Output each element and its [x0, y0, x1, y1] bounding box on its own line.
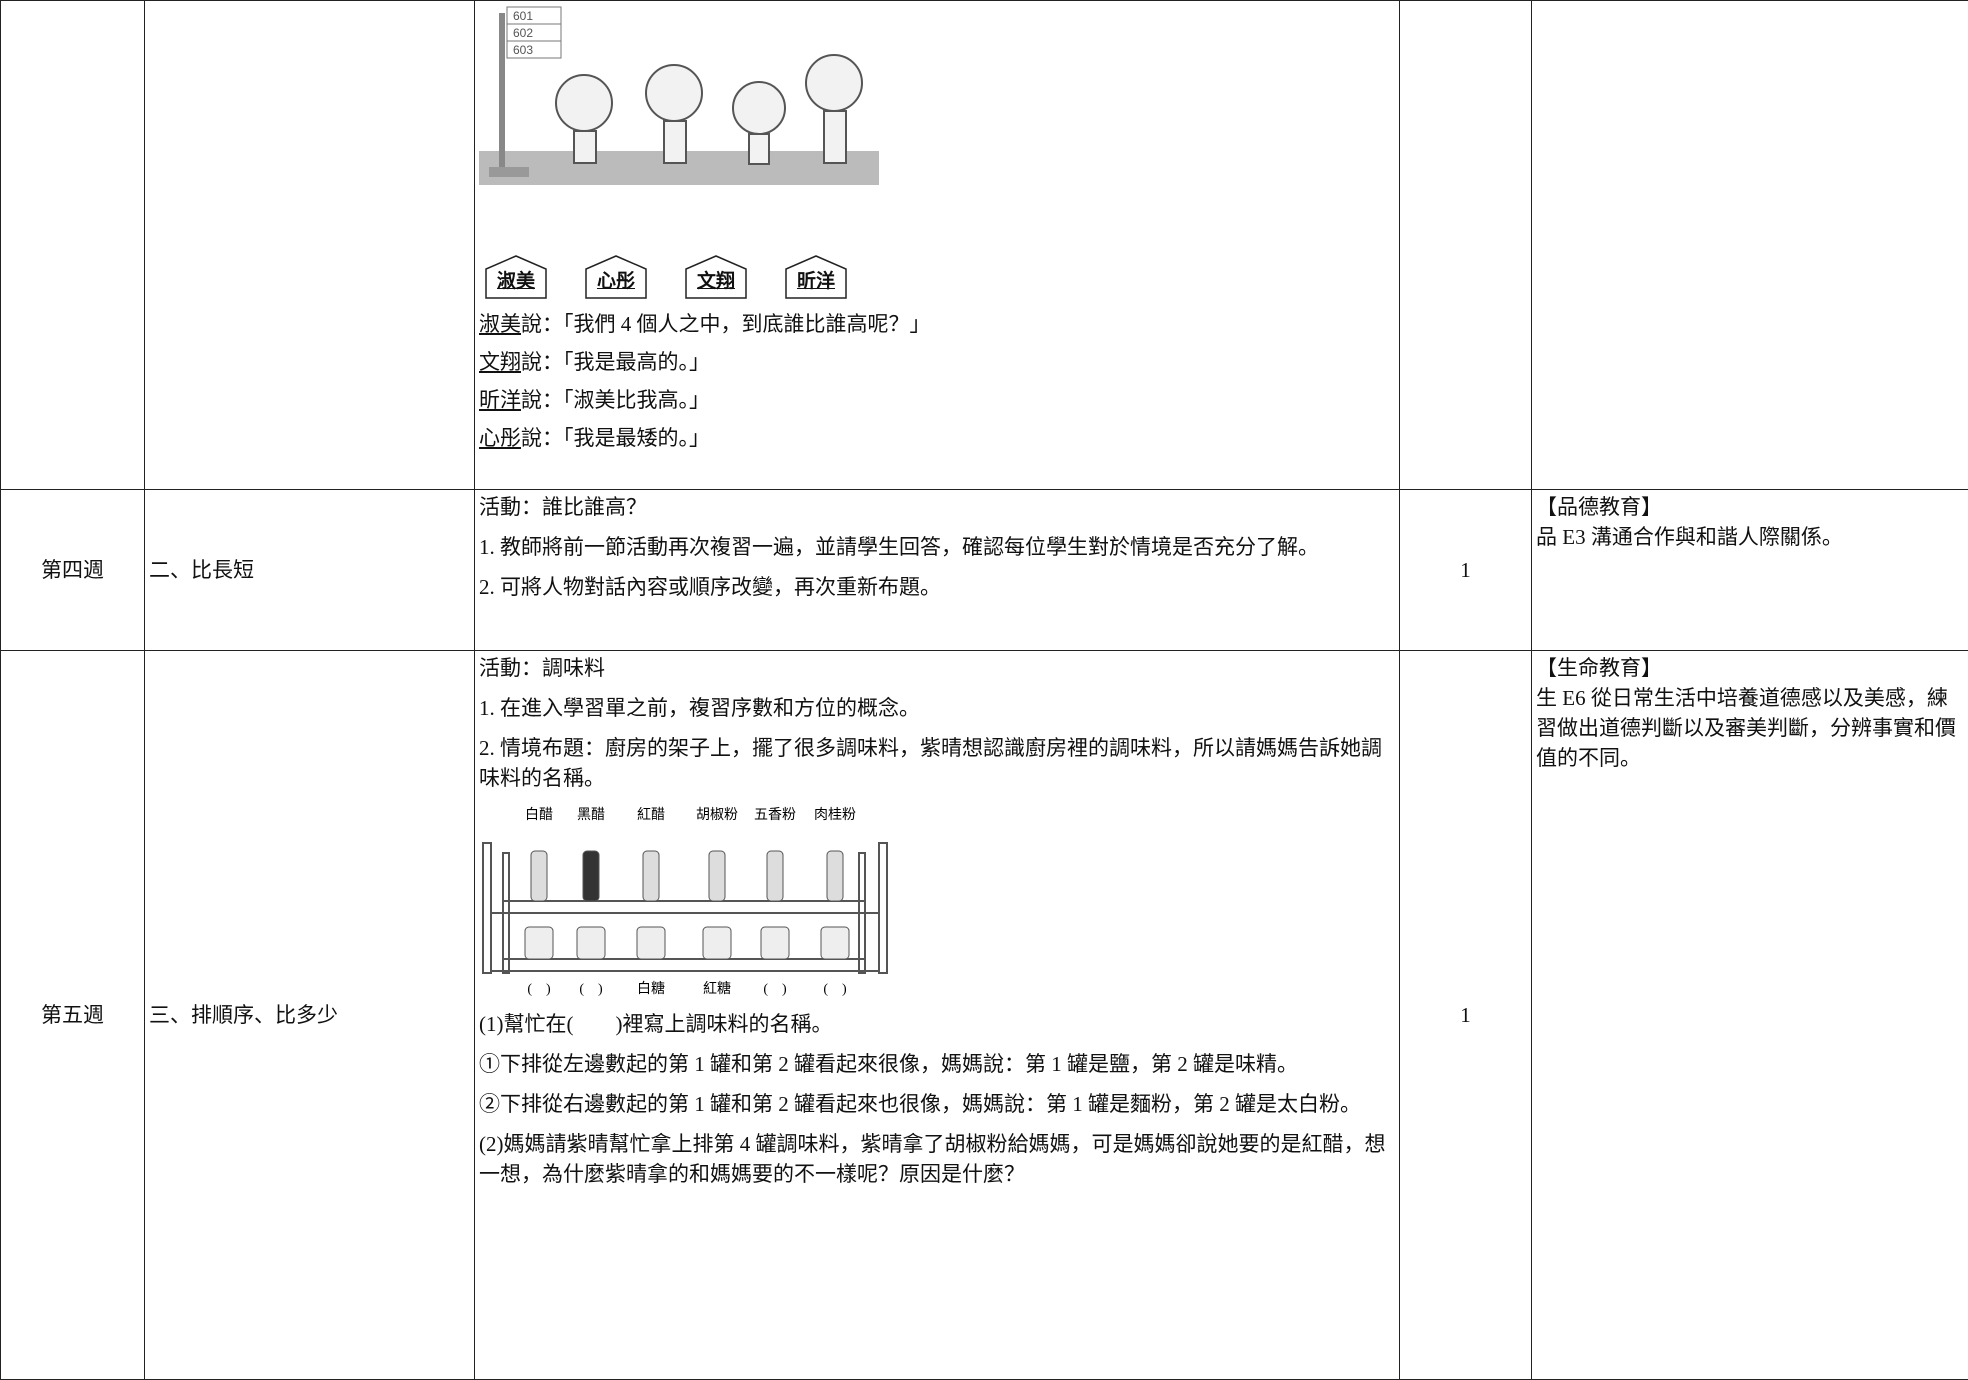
dialogue-line: 心彤說：「我是最矮的。」	[479, 419, 1395, 457]
speech: 說：「我們 4 個人之中，到底誰比誰高呢？」	[521, 312, 931, 336]
seasoning-label: 白醋	[525, 807, 553, 823]
periods: 1	[1400, 490, 1532, 651]
speaker: 心彤	[479, 426, 521, 450]
cell	[145, 1, 475, 490]
question-line: ①下排從左邊數起的第 1 罐和第 2 罐看起來很像，媽媽說：第 1 罐是鹽，第 …	[479, 1049, 1395, 1079]
topic-line: 品 E3 溝通合作與和諧人際關係。	[1536, 522, 1964, 552]
topics: 【品德教育】 品 E3 溝通合作與和諧人際關係。	[1532, 490, 1968, 651]
jar	[761, 927, 789, 959]
seasoning-label: ( )	[527, 982, 551, 997]
bottle	[531, 851, 547, 901]
seasoning-label: 五香粉	[754, 807, 796, 823]
activity-line: 活動：誰比誰高？	[479, 492, 1395, 522]
seasoning-shelf: 白醋 黑醋 紅醋 胡椒粉五香粉 肉桂粉 ( ) ( ) 白糖 紅糖 ( ) ( )	[479, 803, 899, 1003]
activity-line: 活動：調味料	[479, 653, 1395, 683]
speech: 說：「我是最矮的。」	[521, 426, 710, 450]
seasoning-label: ( )	[579, 982, 603, 997]
activity: 活動：調味料 1. 在進入學習單之前，複習序數和方位的概念。 2. 情境布題：廚…	[475, 651, 1400, 1380]
sign-label: 603	[513, 43, 533, 57]
bottle	[827, 851, 843, 901]
unit: 三、排順序、比多少	[145, 651, 475, 1380]
sign-label: 601	[513, 9, 533, 23]
topic-line: 【生命教育】	[1536, 653, 1964, 683]
speaker: 文翔	[479, 350, 521, 374]
periods: 1	[1400, 651, 1532, 1380]
name-tag: 昕洋	[785, 255, 847, 299]
row: 第四週 二、比長短 活動：誰比誰高？ 1. 教師將前一節活動再次複習一遍，並請學…	[1, 490, 1968, 651]
activity-line: 2. 可將人物對話內容或順序改變，再次重新布題。	[479, 572, 1395, 602]
bottle	[767, 851, 783, 901]
sign-label: 602	[513, 26, 533, 40]
name-tag-text: 淑美	[497, 271, 535, 292]
children-illustration: 601 602 603	[479, 3, 879, 185]
activity-line: 2. 情境布題：廚房的架子上，擺了很多調味料，紫晴想認識廚房裡的調味料，所以請媽…	[479, 733, 1395, 793]
dialogue-line: 昕洋說：「淑美比我高。」	[479, 381, 1395, 419]
row: 601 602 603 淑美 心彤 文翔 昕洋 淑美說：「我們 4 個人之中，到…	[1, 1, 1968, 490]
seasoning-label: 白糖	[637, 981, 665, 997]
speech: 說：「我是最高的。」	[521, 350, 710, 374]
dialogue-line: 文翔說：「我是最高的。」	[479, 343, 1395, 381]
bottle	[709, 851, 725, 901]
topics: 【生命教育】 生 E6 從日常生活中培養道德感以及美感，練習做出道德判斷以及審美…	[1532, 651, 1968, 1380]
jar	[577, 927, 605, 959]
name-tag-text: 心彤	[597, 271, 635, 292]
topic-line: 生 E6 從日常生活中培養道德感以及美感，練習做出道德判斷以及審美判斷，分辨事實…	[1536, 683, 1964, 773]
week: 第五週	[1, 651, 145, 1380]
name-tag-text: 文翔	[697, 271, 735, 292]
cell	[1532, 1, 1968, 490]
name-tags: 淑美 心彤 文翔 昕洋	[485, 255, 1395, 299]
name-tag: 心彤	[585, 255, 647, 299]
dialogue-line: 淑美說：「我們 4 個人之中，到底誰比誰高呢？」	[479, 305, 1395, 343]
activity: 活動：誰比誰高？ 1. 教師將前一節活動再次複習一遍，並請學生回答，確認每位學生…	[475, 490, 1400, 651]
unit: 二、比長短	[145, 490, 475, 651]
seasoning-label: 紅糖	[703, 981, 731, 997]
seasoning-label: 紅醋	[637, 807, 665, 823]
speaker: 淑美	[479, 312, 521, 336]
jar	[525, 927, 553, 959]
cell	[1, 1, 145, 490]
activity-line: 1. 在進入學習單之前，複習序數和方位的概念。	[479, 693, 1395, 723]
name-tag-text: 昕洋	[797, 271, 835, 292]
week: 第四週	[1, 490, 145, 651]
question-line: (1)幫忙在( )裡寫上調味料的名稱。	[479, 1009, 1395, 1039]
seasoning-label: 肉桂粉	[814, 807, 856, 823]
bottle	[643, 851, 659, 901]
jar	[821, 927, 849, 959]
seasoning-label: ( )	[763, 982, 787, 997]
jar	[703, 927, 731, 959]
bottle	[583, 851, 599, 901]
topic-line: 【品德教育】	[1536, 492, 1964, 522]
row: 第五週 三、排順序、比多少 活動：調味料 1. 在進入學習單之前，複習序數和方位…	[1, 651, 1968, 1380]
seasoning-label: 黑醋	[577, 807, 605, 823]
name-tag: 淑美	[485, 255, 547, 299]
cell	[1400, 1, 1532, 490]
activity-line: 1. 教師將前一節活動再次複習一遍，並請學生回答，確認每位學生對於情境是否充分了…	[479, 532, 1395, 562]
question-line: (2)媽媽請紫晴幫忙拿上排第 4 罐調味料，紫晴拿了胡椒粉給媽媽，可是媽媽卻說她…	[479, 1129, 1395, 1189]
speech: 說：「淑美比我高。」	[521, 388, 710, 412]
seasoning-label: ( )	[823, 982, 847, 997]
cell: 601 602 603 淑美 心彤 文翔 昕洋 淑美說：「我們 4 個人之中，到…	[475, 1, 1400, 490]
question-line: ②下排從右邊數起的第 1 罐和第 2 罐看起來也很像，媽媽說：第 1 罐是麵粉，…	[479, 1089, 1395, 1119]
seasoning-label: 胡椒粉	[696, 807, 738, 823]
jar	[637, 927, 665, 959]
name-tag: 文翔	[685, 255, 747, 299]
speaker: 昕洋	[479, 388, 521, 412]
